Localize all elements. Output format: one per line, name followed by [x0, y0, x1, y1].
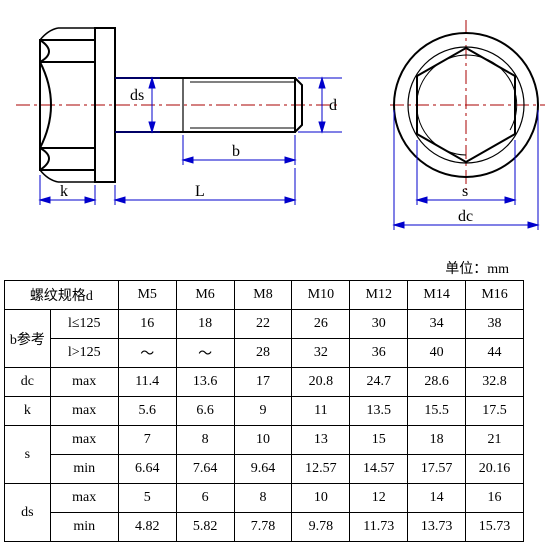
table-area: 单位：mm 螺纹规格d M5 M6 M8 M10 M12 M14 M16 b参考…: [0, 258, 549, 542]
table-row: ds max 5 6 8 10 12 14 16: [5, 484, 524, 513]
table-row: l>125 ～ ～ 28 32 36 40 44: [5, 339, 524, 368]
dim-s: s: [462, 183, 468, 200]
dim-dc: dc: [458, 208, 473, 225]
bolt-diagram: ds d b k L s dc: [0, 0, 549, 260]
spec-table: 螺纹规格d M5 M6 M8 M10 M12 M14 M16 b参考 l≤125…: [4, 280, 524, 542]
dim-k: k: [60, 183, 68, 200]
table-row: s max 7 8 10 13 15 18 21: [5, 426, 524, 455]
dim-d: d: [329, 97, 337, 114]
dim-b: b: [232, 143, 240, 160]
table-row: dc max 11.4 13.6 17 20.8 24.7 28.6 32.8: [5, 368, 524, 397]
b-group-label: b参考: [5, 310, 51, 368]
header-row: 螺纹规格d M5 M6 M8 M10 M12 M14 M16: [5, 281, 524, 310]
diagram-area: ds d b k L s dc: [0, 0, 549, 260]
table-row: min 6.64 7.64 9.64 12.57 14.57 17.57 20.…: [5, 455, 524, 484]
unit-label: 单位：mm: [0, 258, 549, 278]
table-row: b参考 l≤125 16 18 22 26 30 34 38: [5, 310, 524, 339]
dim-ds: ds: [130, 87, 144, 104]
dim-L: L: [195, 183, 205, 200]
table-row: min 4.82 5.82 7.78 9.78 11.73 13.73 15.7…: [5, 513, 524, 542]
header-label: 螺纹规格d: [5, 281, 119, 310]
table-row: k max 5.6 6.6 9 11 13.5 15.5 17.5: [5, 397, 524, 426]
